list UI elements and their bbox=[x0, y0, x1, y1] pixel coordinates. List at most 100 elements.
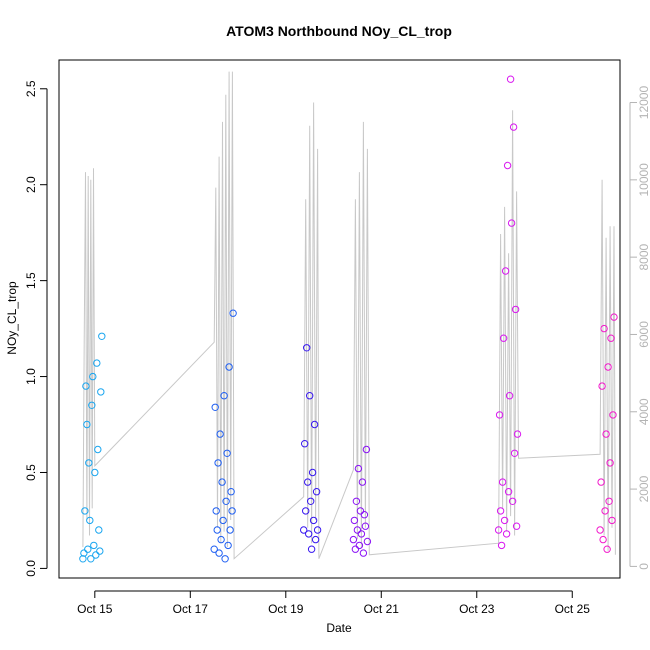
data-point bbox=[224, 541, 232, 550]
data-point bbox=[598, 382, 606, 390]
data-point bbox=[363, 537, 372, 546]
data-point bbox=[213, 526, 221, 534]
data-point bbox=[92, 551, 100, 559]
data-point bbox=[311, 535, 320, 544]
y-tick-label: 2.0 bbox=[24, 176, 38, 193]
data-point bbox=[81, 507, 89, 515]
series-1 bbox=[79, 332, 106, 563]
y2-tick-label: 0 bbox=[637, 563, 650, 570]
data-point bbox=[301, 440, 309, 448]
data-point bbox=[610, 313, 618, 321]
data-point bbox=[502, 530, 511, 538]
data-point bbox=[222, 497, 230, 505]
data-point bbox=[304, 478, 312, 486]
data-point bbox=[362, 445, 371, 454]
y-tick-label: 0.0 bbox=[24, 560, 38, 577]
data-point bbox=[96, 547, 104, 555]
data-point bbox=[303, 344, 311, 352]
data-point bbox=[504, 488, 513, 496]
data-point bbox=[605, 497, 613, 505]
data-point bbox=[349, 535, 358, 544]
data-point bbox=[507, 219, 516, 227]
data-point bbox=[513, 430, 522, 438]
data-point bbox=[608, 516, 616, 525]
y2-tick-label: 2000 bbox=[637, 475, 650, 502]
data-point bbox=[506, 75, 515, 83]
series-6 bbox=[596, 313, 618, 553]
data-point bbox=[95, 526, 103, 534]
series-4 bbox=[349, 445, 372, 557]
data-point bbox=[227, 488, 235, 496]
data-point bbox=[210, 545, 218, 553]
altitude-trace-layer bbox=[82, 71, 616, 560]
data-point bbox=[358, 478, 367, 486]
data-point bbox=[300, 526, 308, 534]
data-point bbox=[83, 420, 91, 429]
data-point bbox=[603, 545, 611, 553]
data-point bbox=[216, 430, 224, 438]
data-point bbox=[309, 516, 318, 525]
data-point bbox=[350, 516, 359, 525]
y-tick-label: 0.5 bbox=[24, 464, 38, 481]
data-point bbox=[228, 507, 236, 515]
data-point bbox=[218, 478, 226, 486]
data-point bbox=[226, 526, 234, 534]
points-layer bbox=[79, 75, 618, 563]
y-tick-label: 2.5 bbox=[24, 80, 38, 97]
data-point bbox=[599, 535, 607, 544]
data-point bbox=[312, 488, 321, 496]
data-point bbox=[494, 526, 503, 534]
data-point bbox=[86, 516, 94, 525]
data-point bbox=[93, 359, 101, 367]
data-point bbox=[98, 332, 106, 340]
altitude-trace-line bbox=[82, 71, 616, 560]
data-point bbox=[510, 449, 519, 457]
data-point bbox=[90, 541, 98, 550]
data-point bbox=[609, 411, 617, 419]
data-point bbox=[220, 392, 228, 400]
data-point bbox=[219, 516, 227, 525]
plot-frame bbox=[58, 59, 621, 579]
data-point bbox=[211, 403, 219, 411]
y2-tick-label: 10000 bbox=[637, 163, 650, 197]
chart-title: ATOM3 Northbound NOy_CL_trop bbox=[226, 23, 452, 39]
data-point bbox=[85, 459, 93, 467]
data-point bbox=[600, 324, 608, 333]
data-point bbox=[307, 497, 315, 505]
data-point bbox=[305, 530, 313, 538]
series-3 bbox=[300, 344, 322, 553]
data-point bbox=[97, 388, 105, 396]
data-point bbox=[501, 267, 510, 275]
data-point bbox=[356, 507, 365, 515]
data-point bbox=[212, 507, 220, 515]
data-point bbox=[495, 411, 504, 419]
data-point bbox=[361, 522, 370, 530]
data-point bbox=[223, 449, 231, 457]
data-point bbox=[352, 497, 361, 505]
data-point bbox=[359, 549, 368, 557]
data-point bbox=[215, 549, 223, 557]
data-point bbox=[508, 497, 517, 505]
x-axis-label: Date bbox=[326, 621, 352, 635]
data-point bbox=[496, 507, 505, 515]
data-point bbox=[89, 372, 97, 381]
data-point bbox=[497, 541, 506, 550]
data-point bbox=[357, 530, 366, 538]
y2-tick-label: 6000 bbox=[637, 321, 650, 348]
data-point bbox=[353, 526, 362, 534]
data-point bbox=[79, 555, 87, 563]
data-point bbox=[306, 392, 314, 400]
data-point bbox=[308, 468, 317, 477]
data-point bbox=[505, 392, 514, 400]
data-point bbox=[607, 334, 615, 342]
data-point bbox=[499, 334, 508, 342]
data-point bbox=[355, 541, 364, 550]
data-point bbox=[94, 445, 102, 454]
y2-tick-label: 8000 bbox=[637, 243, 650, 270]
data-point bbox=[509, 123, 518, 131]
data-point bbox=[601, 507, 609, 515]
data-point bbox=[602, 430, 610, 438]
data-point bbox=[88, 401, 96, 409]
